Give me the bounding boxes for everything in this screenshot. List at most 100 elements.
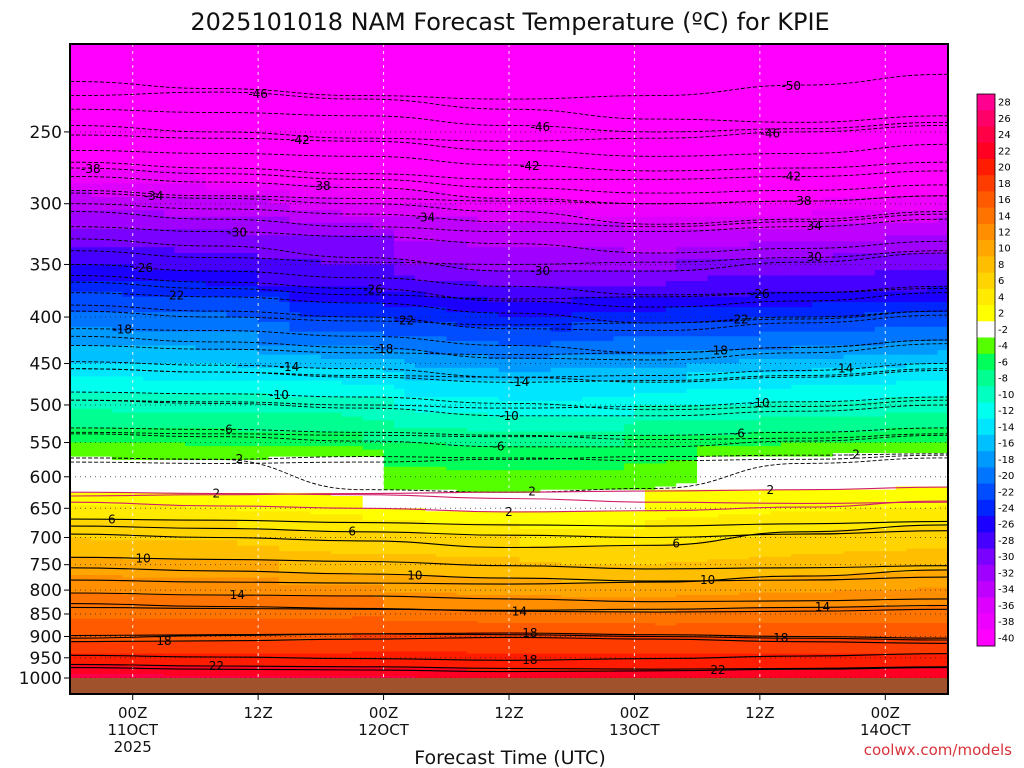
temperature-cell xyxy=(289,569,301,574)
temperature-cell xyxy=(101,623,113,626)
temperature-cell xyxy=(132,534,144,539)
temperature-cell xyxy=(310,235,322,242)
temperature-cell xyxy=(352,483,364,488)
temperature-cell xyxy=(341,502,353,506)
temperature-cell xyxy=(226,438,238,444)
temperature-cell xyxy=(80,676,92,679)
temperature-cell xyxy=(247,537,259,541)
temperature-cell xyxy=(362,627,374,631)
temperature-cell xyxy=(205,393,217,398)
temperature-cell xyxy=(174,286,186,293)
temperature-cell xyxy=(247,470,259,475)
temperature-cell xyxy=(122,312,134,318)
temperature-cell xyxy=(205,331,217,337)
temperature-cell xyxy=(111,427,123,433)
temperature-cell xyxy=(164,564,176,568)
temperature-cell xyxy=(101,559,113,563)
temperature-cell xyxy=(226,435,238,440)
temperature-cell xyxy=(383,625,395,629)
temperature-cell xyxy=(237,281,249,287)
temperature-cell xyxy=(205,569,217,574)
temperature-cell xyxy=(122,670,134,673)
temperature-cell xyxy=(205,203,217,211)
temperature-cell xyxy=(80,169,92,178)
temperature-cell xyxy=(362,531,374,536)
temperature-cell xyxy=(101,653,113,657)
temperature-cell xyxy=(320,569,332,574)
temperature-cell xyxy=(90,162,102,170)
temperature-cell xyxy=(331,393,343,398)
temperature-cell xyxy=(237,514,249,518)
temperature-cell xyxy=(341,456,353,461)
temperature-cell xyxy=(174,384,186,390)
temperature-cell xyxy=(320,350,332,356)
temperature-cell xyxy=(383,420,395,425)
temperature-cell xyxy=(320,540,332,544)
temperature-cell xyxy=(373,627,385,631)
temperature-cell xyxy=(143,463,155,468)
temperature-cell xyxy=(362,609,374,613)
temperature-cell xyxy=(111,115,123,125)
temperature-cell xyxy=(143,483,155,488)
temperature-cell xyxy=(111,270,123,277)
temperature-cell xyxy=(279,480,291,484)
temperature-cell xyxy=(143,653,155,657)
temperature-cell xyxy=(195,435,207,440)
temperature-cell xyxy=(205,625,217,629)
temperature-cell xyxy=(216,162,228,170)
temperature-cell xyxy=(258,545,270,550)
temperature-cell xyxy=(300,625,312,629)
temperature-cell xyxy=(279,602,291,606)
temperature-cell xyxy=(258,139,270,148)
temperature-cell xyxy=(362,664,374,667)
temperature-cell xyxy=(80,405,92,410)
temperature-cell xyxy=(101,281,113,287)
temperature-cell xyxy=(247,312,259,318)
temperature-cell xyxy=(352,384,364,390)
temperature-cell xyxy=(185,590,197,594)
temperature-cell xyxy=(132,90,144,100)
temperature-cell xyxy=(289,275,301,282)
temperature-cell xyxy=(310,676,322,679)
temperature-cell xyxy=(164,72,176,83)
temperature-cell xyxy=(164,336,176,342)
temperature-cell xyxy=(216,372,228,377)
temperature-cell xyxy=(80,595,92,598)
temperature-cell xyxy=(70,131,82,141)
temperature-cell xyxy=(132,661,144,665)
temperature-cell xyxy=(174,531,186,536)
temperature-cell xyxy=(352,376,364,382)
temperature-cell xyxy=(80,307,92,313)
temperature-cell xyxy=(268,442,280,447)
temperature-cell xyxy=(226,63,238,74)
temperature-cell xyxy=(289,577,301,581)
temperature-cell xyxy=(310,384,322,390)
temperature-cell xyxy=(195,585,207,589)
temperature-cell xyxy=(174,523,186,527)
temperature-cell xyxy=(383,517,395,521)
temperature-cell xyxy=(70,331,82,337)
temperature-cell xyxy=(101,307,113,313)
temperature-cell xyxy=(394,281,406,287)
temperature-cell xyxy=(362,590,374,594)
temperature-cell xyxy=(122,523,134,527)
temperature-cell xyxy=(153,253,165,260)
temperature-cell xyxy=(258,372,270,377)
temperature-cell xyxy=(383,449,395,454)
temperature-cell xyxy=(362,420,374,425)
temperature-cell xyxy=(174,197,186,205)
temperature-cell xyxy=(111,623,123,626)
temperature-cell xyxy=(320,514,332,518)
temperature-cell xyxy=(90,647,102,650)
temperature-cell xyxy=(373,270,385,277)
temperature-cell xyxy=(143,618,155,622)
temperature-cell xyxy=(164,649,176,653)
temperature-cell xyxy=(331,496,343,500)
temperature-cell xyxy=(289,625,301,629)
temperature-cell xyxy=(216,659,228,663)
temperature-cell xyxy=(205,81,217,91)
temperature-cell xyxy=(226,640,238,644)
temperature-cell xyxy=(247,540,259,544)
temperature-cell xyxy=(90,523,102,527)
temperature-cell xyxy=(362,599,374,603)
